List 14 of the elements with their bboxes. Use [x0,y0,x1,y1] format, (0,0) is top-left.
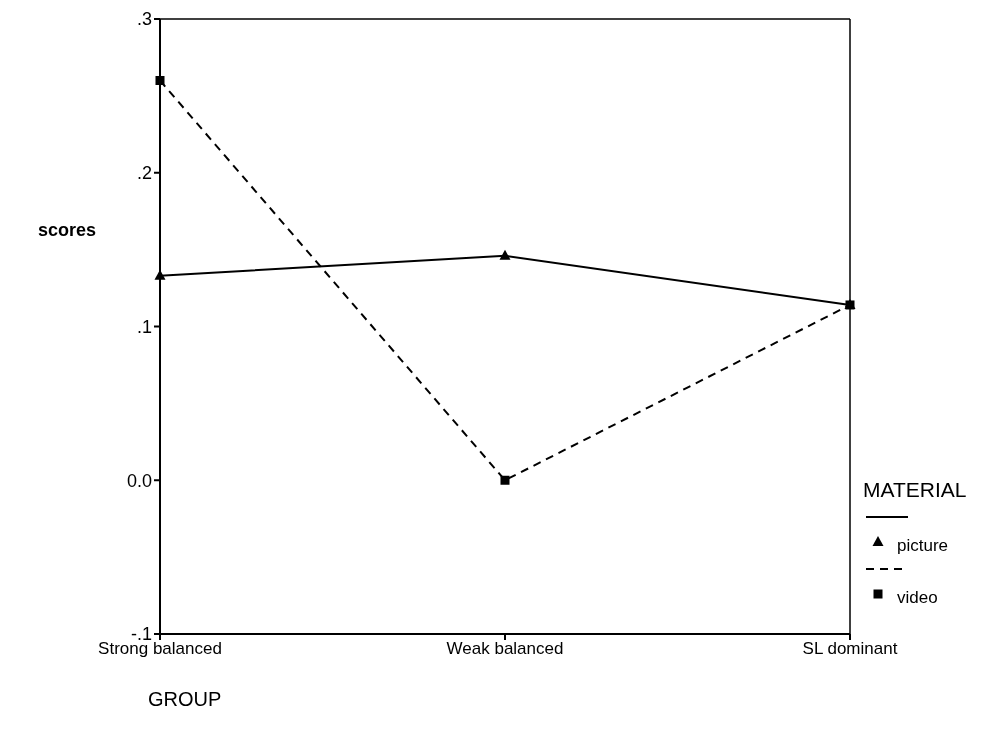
legend-label: video [897,588,938,608]
point [500,475,510,485]
x-axis-title: GROUP [148,688,222,711]
y-axis-title: scores [38,220,97,241]
point [155,76,165,85]
x-tick-label: SL dominant [802,639,898,659]
y-tick-label: 0.0 [126,470,152,491]
x-tick-label: Weak balanced [446,639,564,659]
y-tick-label: .1 [136,316,152,337]
y-tick-label: .3 [136,9,152,30]
point [499,249,511,260]
y-tick-label: .2 [136,163,152,184]
legend-label: picture [897,536,949,556]
legend-title: MATERIAL [863,478,968,502]
